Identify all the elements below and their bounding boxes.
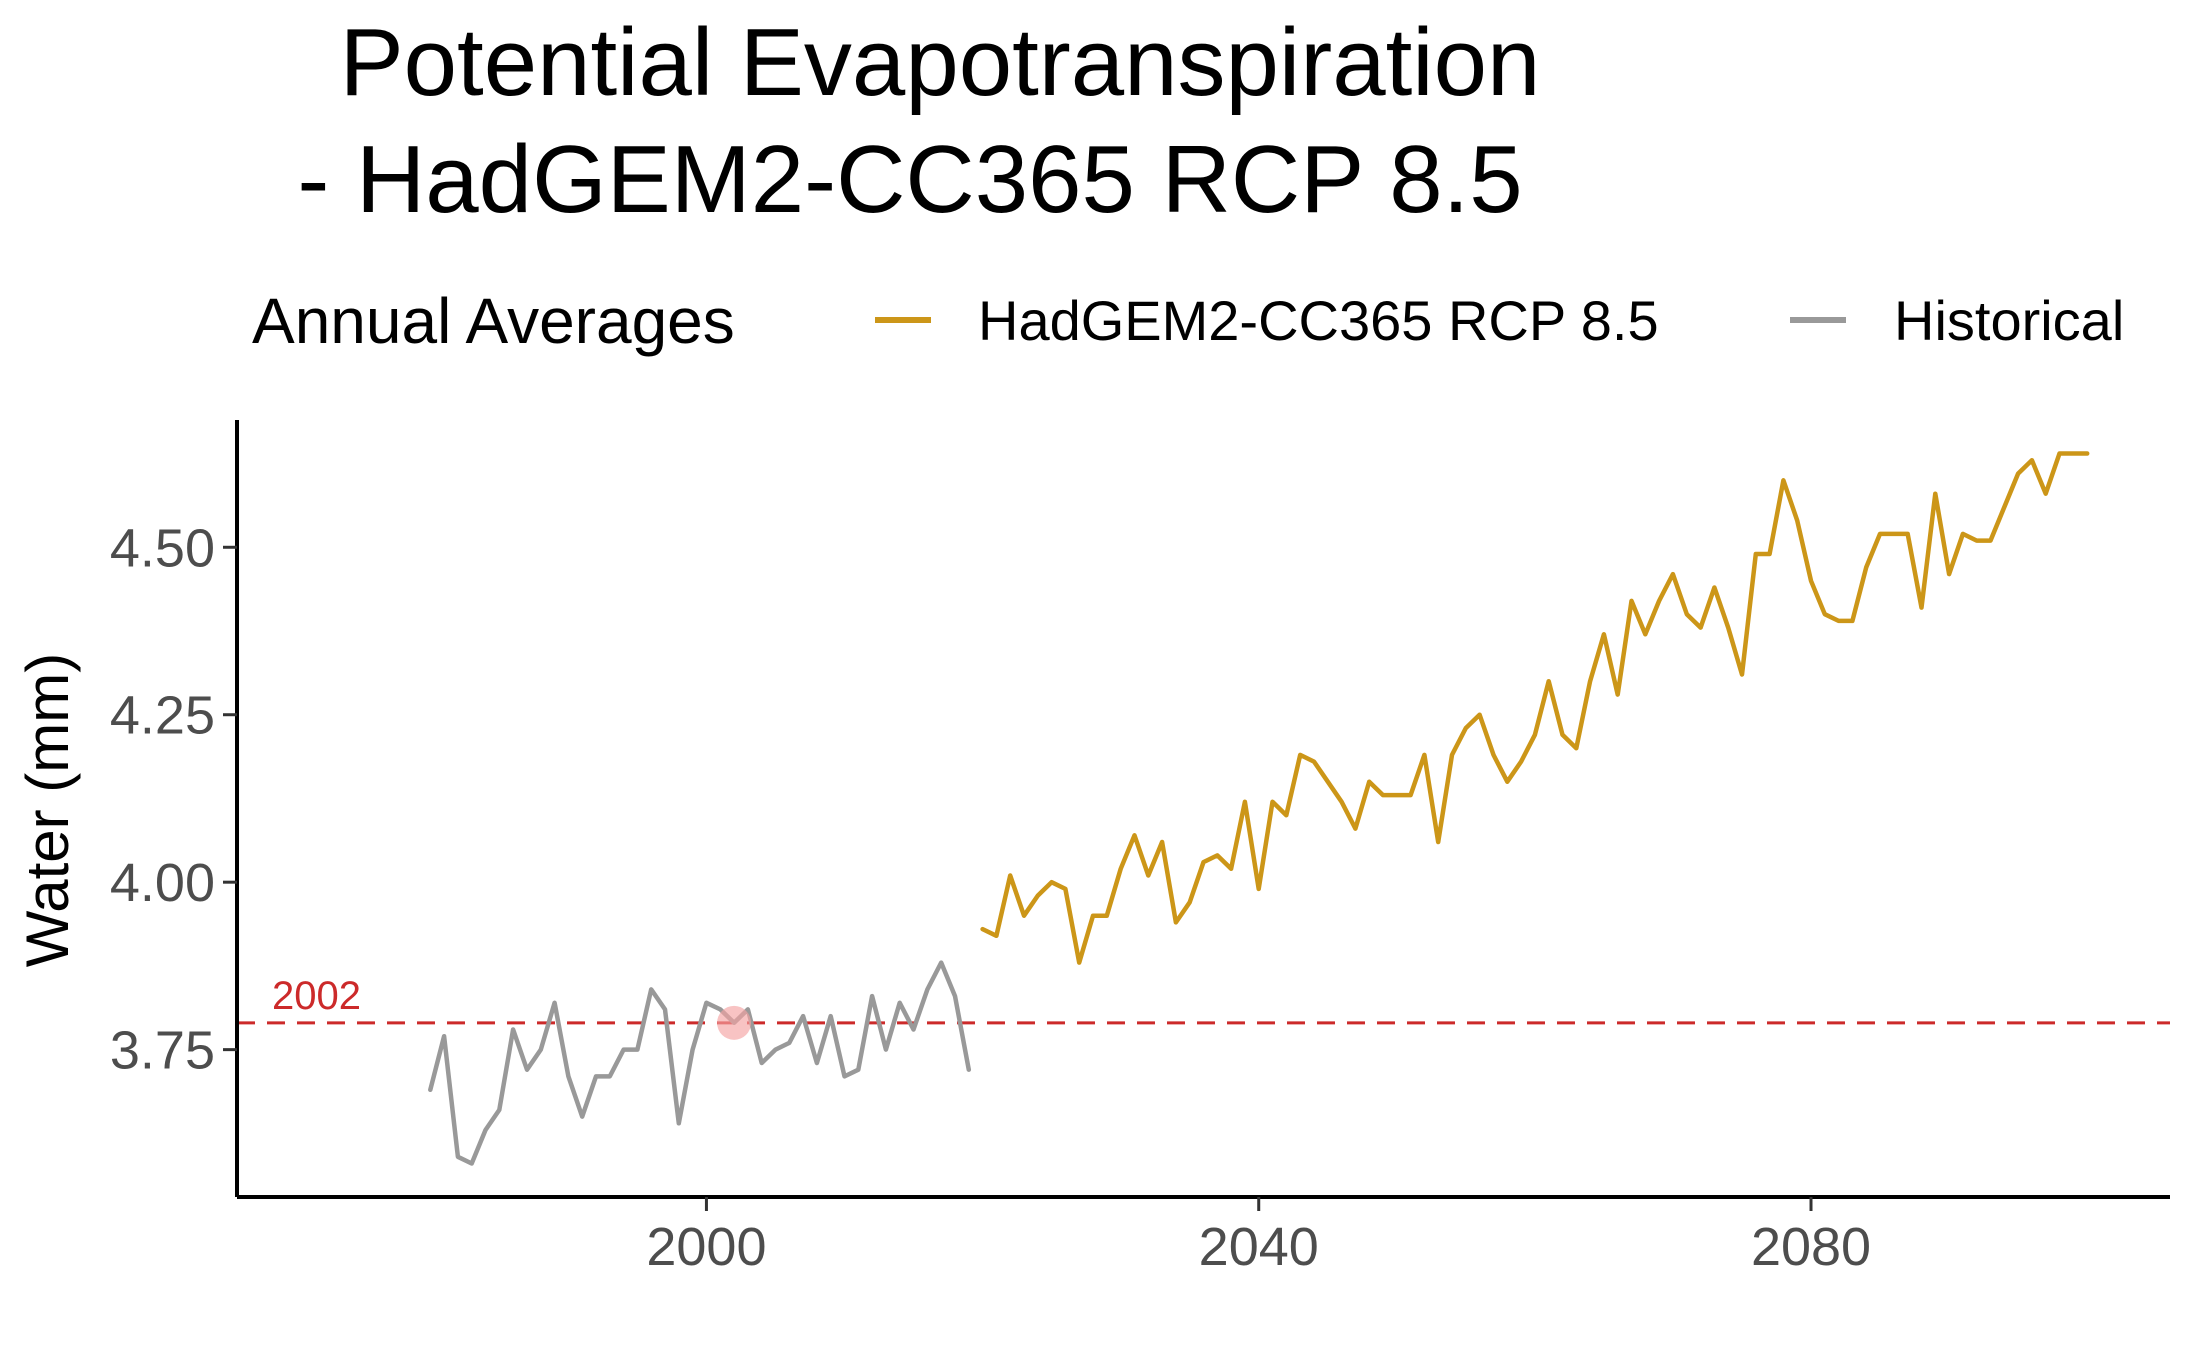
x-tick-label: 2000 [646, 1217, 766, 1277]
chart-title-line-1: Potential Evapotranspiration [340, 9, 1541, 116]
y-axis-title: Water (mm) [14, 653, 81, 967]
legend-label-historical: Historical [1894, 289, 2124, 352]
y-tick-label: 3.75 [110, 1021, 215, 1081]
legend-label-rcp85: HadGEM2-CC365 RCP 8.5 [978, 289, 1659, 352]
plot-area: 2002 [237, 451, 2170, 1166]
x-tick-label: 2040 [1199, 1217, 1319, 1277]
y-tick-label: 4.50 [110, 518, 215, 578]
highlight-point-2002 [717, 1005, 752, 1040]
series-line-historical [428, 960, 972, 1166]
chart-title-line-2: - HadGEM2-CC365 RCP 8.5 [297, 126, 1522, 233]
x-ticks: 2000 2040 2080 [646, 1197, 1871, 1277]
reference-line-label: 2002 [272, 974, 361, 1018]
legend-title: Annual Averages [252, 285, 735, 357]
legend: Annual Averages HadGEM2-CC365 RCP 8.5 Hi… [252, 285, 2124, 357]
y-ticks: 3.75 4.00 4.25 4.50 [110, 518, 237, 1081]
x-tick-label: 2080 [1751, 1217, 1871, 1277]
series-line-rcp85 [980, 451, 2090, 965]
y-tick-label: 4.25 [110, 686, 215, 746]
y-tick-label: 4.00 [110, 853, 215, 913]
axes: 3.75 4.00 4.25 4.50 2000 2040 2080 Water (mm) [14, 420, 2170, 1277]
